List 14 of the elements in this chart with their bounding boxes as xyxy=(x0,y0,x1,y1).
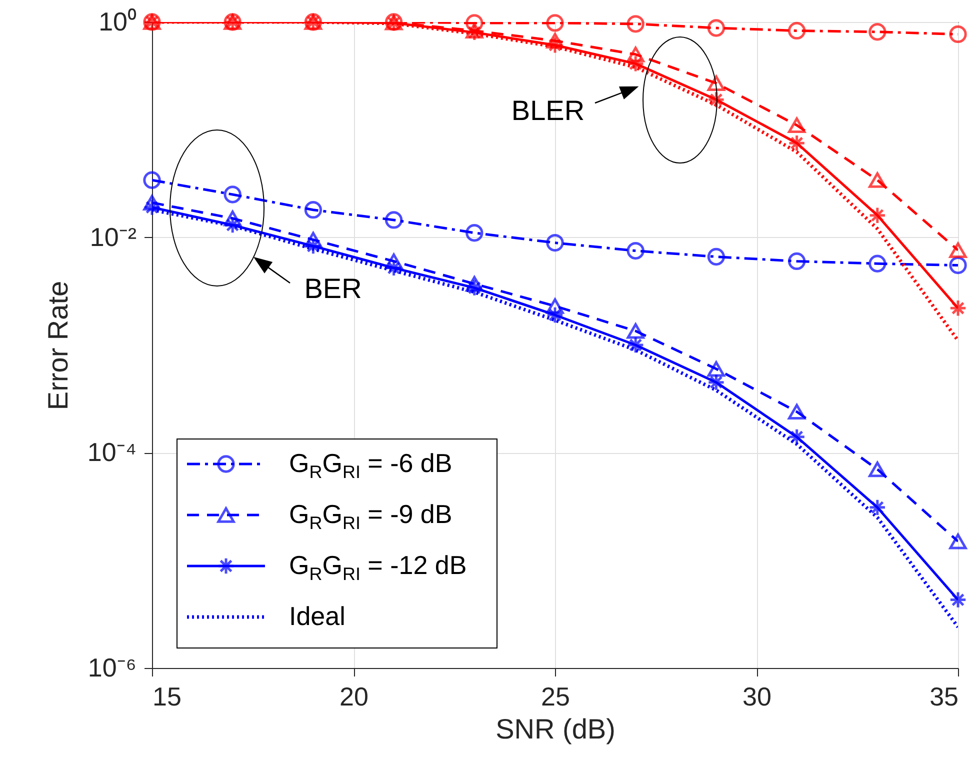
y-axis-title: Error Rate xyxy=(42,280,74,410)
annotation: BER xyxy=(304,273,362,304)
y-tick-label: 10⁻⁴ xyxy=(87,437,136,468)
x-tick-label: 15 xyxy=(152,682,182,712)
annotation: BLER xyxy=(511,95,585,126)
x-tick-label: 35 xyxy=(930,682,958,712)
y-tick-label: 10⁻² xyxy=(90,222,137,252)
x-axis-title: SNR (dB) xyxy=(496,714,616,744)
y-tick-label: 10⁰ xyxy=(98,6,136,36)
legend-label: Ideal xyxy=(289,601,346,631)
x-tick-label: 25 xyxy=(541,682,570,712)
y-tick-label: 10⁻⁶ xyxy=(88,652,136,682)
x-tick-label: 20 xyxy=(340,682,368,712)
x-tick-label: 30 xyxy=(742,682,772,712)
